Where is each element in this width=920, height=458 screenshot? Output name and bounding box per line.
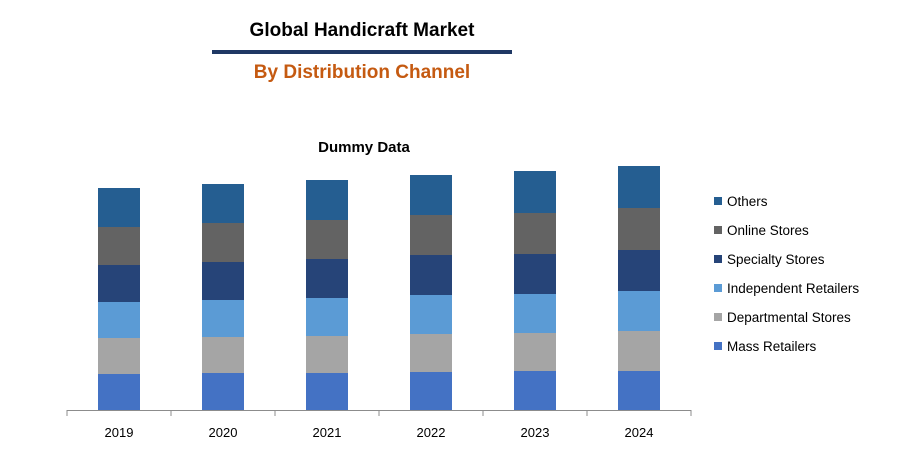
bar-segment-online-stores-2019 <box>98 227 140 265</box>
bar-segment-specialty-stores-2019 <box>98 265 140 302</box>
bar-segment-specialty-stores-2020 <box>202 262 244 300</box>
bar-segment-departmental-stores-2021 <box>306 336 348 373</box>
x-tick-label-2022: 2022 <box>417 425 446 440</box>
legend-label-others: Others <box>727 194 768 209</box>
legend-label-departmental-stores: Departmental Stores <box>727 310 851 325</box>
legend-swatch-independent-retailers <box>714 284 722 292</box>
legend-item-others: Others <box>714 194 768 209</box>
legend-swatch-departmental-stores <box>714 313 722 321</box>
bar-segment-others-2019 <box>98 188 140 227</box>
bar-segment-specialty-stores-2021 <box>306 259 348 298</box>
legend-label-mass-retailers: Mass Retailers <box>727 339 817 354</box>
bar-segment-departmental-stores-2022 <box>410 334 452 372</box>
chart-title: Dummy Data <box>318 139 410 156</box>
bar-segment-departmental-stores-2024 <box>618 331 660 371</box>
bar-segment-others-2022 <box>410 175 452 215</box>
legend-swatch-specialty-stores <box>714 255 722 263</box>
bar-segment-others-2020 <box>202 184 244 223</box>
bar-segment-departmental-stores-2019 <box>98 338 140 374</box>
bar-segment-mass-retailers-2019 <box>98 374 140 410</box>
title-underline <box>212 50 512 54</box>
bar-segment-departmental-stores-2020 <box>202 337 244 373</box>
bar-segment-specialty-stores-2024 <box>618 250 660 291</box>
bar-segment-online-stores-2021 <box>306 220 348 259</box>
x-tick-label-2021: 2021 <box>313 425 342 440</box>
bar-segment-independent-retailers-2019 <box>98 302 140 338</box>
legend-item-specialty-stores: Specialty Stores <box>714 252 825 267</box>
legend-item-independent-retailers: Independent Retailers <box>714 281 859 296</box>
bar-segment-online-stores-2024 <box>618 208 660 250</box>
bar-segment-independent-retailers-2020 <box>202 300 244 337</box>
page-title: Global Handicraft Market <box>249 20 475 41</box>
bar-segment-mass-retailers-2020 <box>202 373 244 410</box>
bar-segment-specialty-stores-2023 <box>514 254 556 294</box>
legend-item-mass-retailers: Mass Retailers <box>714 339 817 354</box>
legend-swatch-mass-retailers <box>714 342 722 350</box>
bar-segment-independent-retailers-2023 <box>514 294 556 333</box>
page-subtitle: By Distribution Channel <box>253 62 471 83</box>
legend-label-independent-retailers: Independent Retailers <box>727 281 859 296</box>
x-tick-label-2020: 2020 <box>209 425 238 440</box>
bar-segment-online-stores-2022 <box>410 215 452 255</box>
x-axis: 2019 2020 2021 2022 2023 2024 <box>66 410 692 440</box>
legend-item-departmental-stores: Departmental Stores <box>714 310 851 325</box>
bar-segment-others-2024 <box>618 166 660 208</box>
legend-item-online-stores: Online Stores <box>714 223 809 238</box>
legend-swatch-others <box>714 197 722 205</box>
bar-segment-mass-retailers-2023 <box>514 371 556 410</box>
x-tick-label-2019: 2019 <box>105 425 134 440</box>
legend: Others Online Stores Specialty Stores Indep… <box>714 194 859 354</box>
x-tick-label-2024: 2024 <box>625 425 654 440</box>
bar-segment-others-2023 <box>514 171 556 213</box>
bar-segment-online-stores-2023 <box>514 213 556 254</box>
bar-segment-mass-retailers-2021 <box>306 373 348 410</box>
legend-label-specialty-stores: Specialty Stores <box>727 252 825 267</box>
bar-segment-others-2021 <box>306 180 348 220</box>
bar-segment-independent-retailers-2021 <box>306 298 348 336</box>
bar-segment-mass-retailers-2024 <box>618 371 660 410</box>
legend-label-online-stores: Online Stores <box>727 223 809 238</box>
bar-segment-departmental-stores-2023 <box>514 333 556 371</box>
bar-area <box>98 166 660 410</box>
bar-segment-mass-retailers-2022 <box>410 372 452 410</box>
bar-segment-specialty-stores-2022 <box>410 255 452 295</box>
x-tick-label-2023: 2023 <box>521 425 550 440</box>
bar-segment-independent-retailers-2024 <box>618 291 660 331</box>
legend-swatch-online-stores <box>714 226 722 234</box>
bar-segment-independent-retailers-2022 <box>410 295 452 334</box>
bar-segment-online-stores-2020 <box>202 223 244 262</box>
